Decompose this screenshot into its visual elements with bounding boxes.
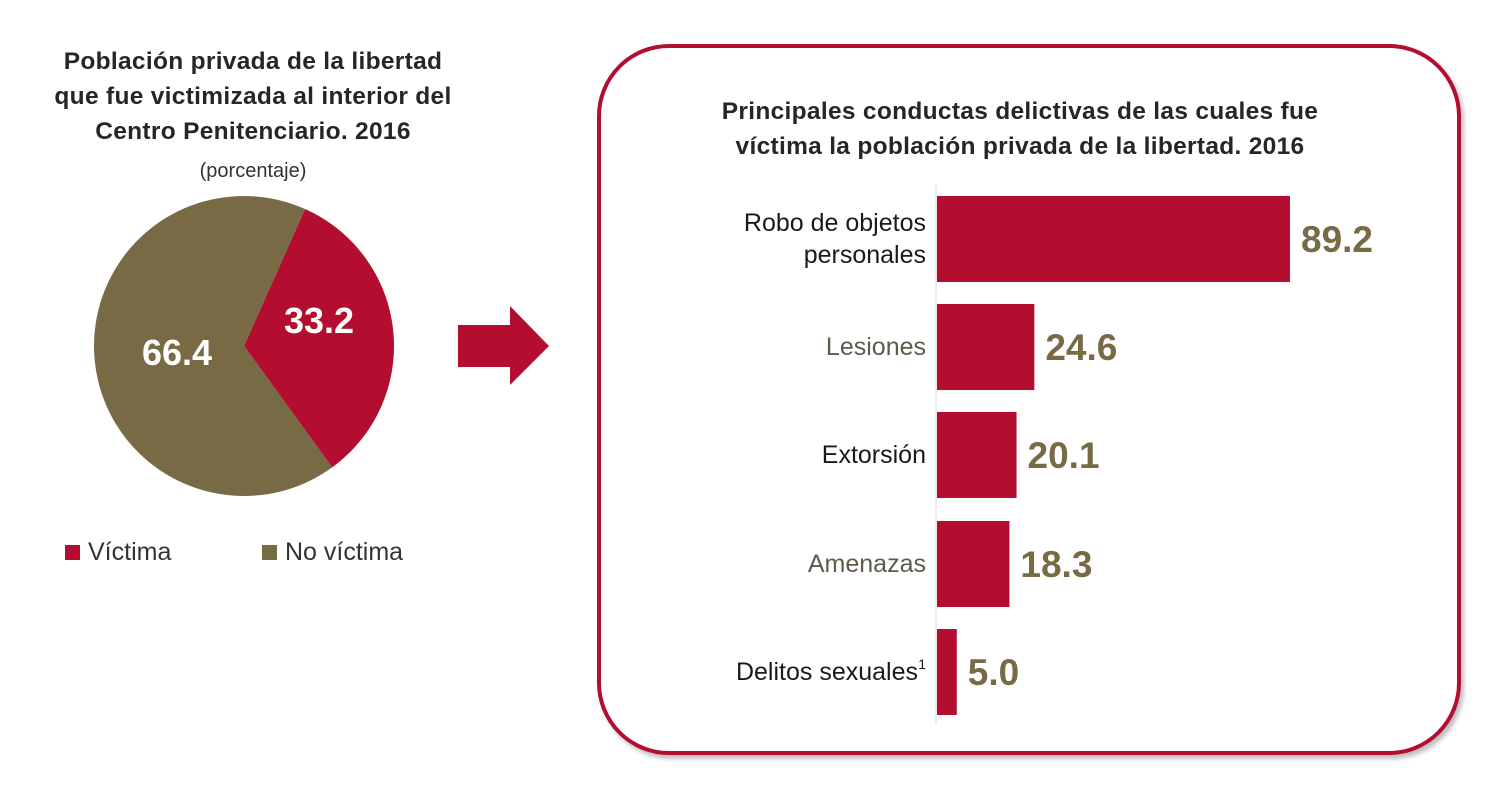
bar-category-label: Extorsión (822, 441, 926, 469)
bar-value-label: 24.6 (1045, 327, 1117, 368)
bar (937, 412, 1017, 498)
pie-chart-subtitle: (porcentaje) (199, 160, 307, 182)
legend-item-victima: Víctima (65, 538, 171, 567)
bar-category-footnote: 1 (918, 656, 926, 672)
bar (937, 196, 1290, 282)
pie-value-label: 33.2 (284, 300, 354, 341)
bar-category-label: Lesiones (826, 333, 926, 361)
bar-chart-title: Principales conductas delictivas de las … (620, 94, 1420, 164)
arrow-icon (458, 306, 549, 385)
bar-category-label: Delitos sexuales (736, 658, 918, 686)
legend-label: No víctima (285, 538, 404, 566)
bar-category-label: Amenazas (808, 550, 926, 578)
bar (937, 629, 957, 715)
pie-title-line: que fue victimizada al interior del (54, 83, 452, 110)
legend-swatch-victima (65, 545, 80, 560)
bar (937, 521, 1010, 607)
bar (937, 304, 1035, 390)
pie-chart-title: Población privada de la libertad que fue… (0, 44, 506, 149)
legend-item-no-victima: No víctima (262, 538, 403, 567)
bar-value-label: 5.0 (968, 652, 1019, 693)
bar-title-line: Principales conductas delictivas de las … (721, 98, 1319, 125)
legend-swatch-no-victima (262, 545, 277, 560)
pie-slice-0 (244, 208, 394, 468)
pie-value-label: 66.4 (142, 332, 212, 373)
pie-title-line: Población privada de la libertad (63, 48, 443, 75)
bar-category-label: personales (804, 241, 926, 269)
bar-value-label: 18.3 (1020, 544, 1092, 585)
legend-label: Víctima (88, 538, 172, 566)
bar-value-label: 20.1 (1028, 435, 1100, 476)
bar-value-label: 89.2 (1301, 219, 1373, 260)
pie-chart: 33.2 66.4 (93, 195, 394, 496)
pie-title-line: Centro Penitenciario. 2016 (95, 118, 411, 145)
pie-slice-1 (93, 195, 333, 496)
bar-chart-panel (597, 44, 1461, 755)
bar-title-line: víctima la población privada de la liber… (735, 133, 1305, 160)
bar-category-label: Robo de objetos (744, 209, 926, 237)
